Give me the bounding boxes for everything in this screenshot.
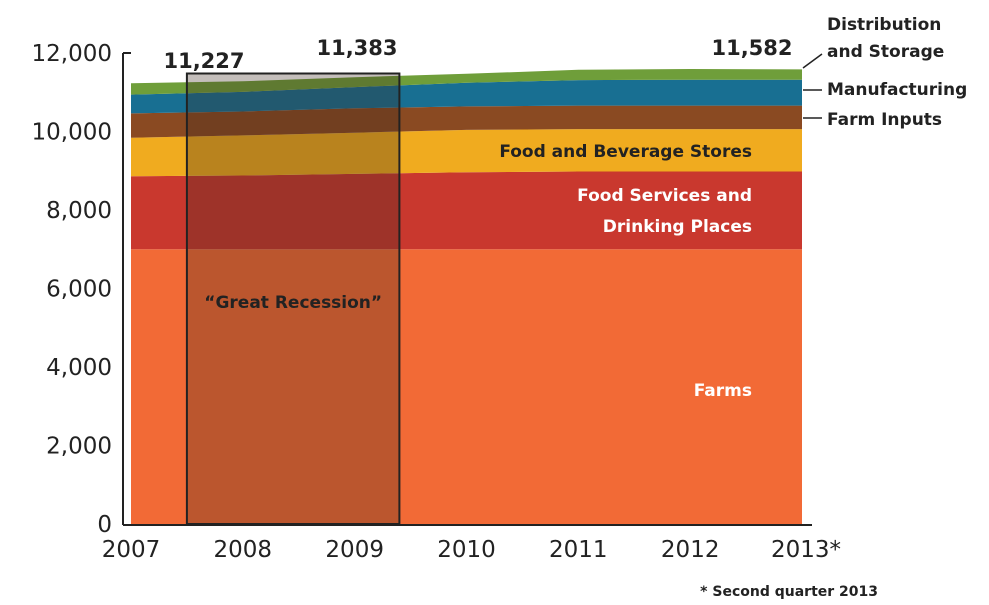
y-tick-label: 8,000 <box>46 198 112 224</box>
stacked-areas <box>131 69 802 525</box>
y-axis-ticks: 0 2,000 4,000 6,000 8,000 10,000 12,000 <box>32 41 112 538</box>
y-tick-label: 12,000 <box>32 41 112 67</box>
area-food-and-beverage-stores <box>131 129 802 177</box>
x-tick-label: 2011 <box>549 537 608 563</box>
x-tick-label: 2010 <box>437 537 496 563</box>
area-food-services-and-drinking-places <box>131 171 802 250</box>
area-farm-inputs <box>131 105 802 138</box>
x-tick-label: 2008 <box>214 537 273 563</box>
series-labels: Farms Food Services and Drinking Places Foo… <box>499 15 967 401</box>
x-tick-label: 2013* <box>771 537 841 563</box>
total-label: 11,383 <box>316 36 397 60</box>
area-farms <box>131 249 802 525</box>
total-label: 11,582 <box>711 36 792 60</box>
leader-distribution-and-storage <box>802 53 823 69</box>
y-tick-label: 10,000 <box>32 120 112 146</box>
area-distribution-and-storage <box>131 69 802 95</box>
x-tick-label: 2009 <box>325 537 384 563</box>
y-tick-label: 0 <box>97 512 112 538</box>
series-label-food-and-beverage-stores: Food and Beverage Stores <box>499 142 752 162</box>
recession-box <box>185 72 401 525</box>
footnote: * Second quarter 2013 <box>700 584 878 600</box>
y-tick-label: 6,000 <box>46 277 112 303</box>
area-manufacturing <box>131 79 802 114</box>
recession-shading <box>185 72 401 525</box>
axes <box>122 52 812 526</box>
y-tick-label: 4,000 <box>46 355 112 381</box>
recession-label: “Great Recession” <box>204 293 382 313</box>
x-tick-label: 2012 <box>661 537 720 563</box>
series-label-farm-inputs: Farm Inputs <box>827 110 942 130</box>
series-label-manufacturing: Manufacturing <box>827 80 967 100</box>
series-label-food-services-and-drinking-places: Food Services and Drinking Places <box>577 186 752 237</box>
x-axis-ticks: 2007 2008 2009 2010 2011 2012 2013* <box>102 537 841 563</box>
y-tick-label: 2,000 <box>46 434 112 460</box>
total-label: 11,227 <box>163 49 244 73</box>
series-label-distribution-and-storage: Distribution and Storage <box>827 15 944 62</box>
x-tick-label: 2007 <box>102 537 161 563</box>
series-label-farms: Farms <box>694 381 752 401</box>
total-labels: 11,227 11,383 11,582 <box>163 36 792 73</box>
